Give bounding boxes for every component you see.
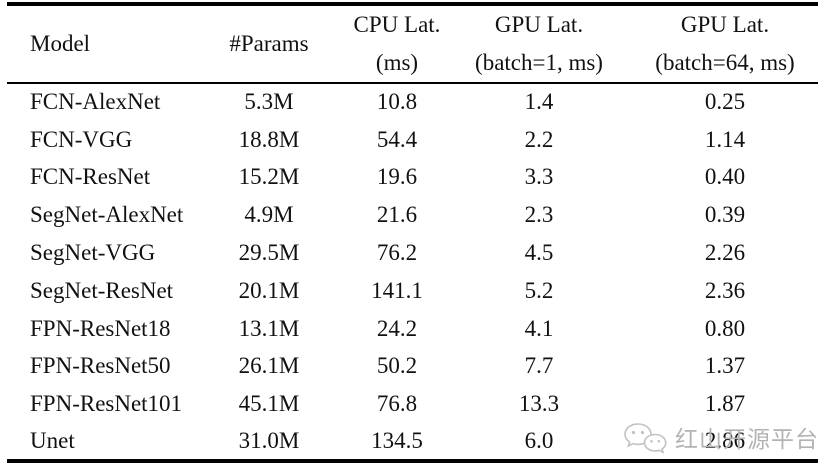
cell-cpu-lat: 50.2	[376, 353, 418, 379]
cell-params: 31.0M	[238, 428, 300, 454]
table-row: SegNet-VGG 29.5M 76.2 4.5 2.26	[7, 234, 818, 272]
cell-model: FPN-ResNet50	[30, 353, 171, 379]
cell-model: Unet	[30, 428, 75, 454]
latency-table: Model #Params CPU Lat. (ms) GPU Lat. (ba…	[7, 2, 818, 463]
cell-cpu-lat: 10.8	[376, 89, 418, 115]
col-header-label: #Params	[229, 31, 309, 56]
cell-gpu-lat-b64: 2.86	[704, 428, 746, 454]
cell-params: 26.1M	[238, 353, 300, 379]
table-header: Model #Params CPU Lat. (ms) GPU Lat. (ba…	[7, 4, 818, 83]
cell-gpu-lat-b1: 2.2	[524, 126, 554, 152]
cell-params: 18.8M	[238, 126, 300, 152]
cell-gpu-lat-b1: 2.3	[524, 202, 554, 228]
cell-gpu-lat-b1: 6.0	[524, 428, 554, 454]
cell-gpu-lat-b1: 1.4	[524, 89, 554, 115]
cell-cpu-lat: 54.4	[376, 126, 418, 152]
table-body: FCN-AlexNet 5.3M 10.8 1.4 0.25 FCN-VGG 1…	[7, 83, 818, 461]
cell-params: 13.1M	[238, 315, 300, 341]
cell-cpu-lat: 21.6	[376, 202, 418, 228]
cell-gpu-lat-b1: 5.2	[524, 277, 554, 303]
col-header-params: #Params	[214, 4, 324, 83]
cell-gpu-lat-b1: 4.5	[524, 240, 554, 266]
cell-gpu-lat-b64: 1.37	[704, 353, 746, 379]
cell-model: FCN-ResNet	[30, 164, 151, 190]
cell-params: 5.3M	[244, 89, 294, 115]
cell-cpu-lat: 76.8	[376, 391, 418, 417]
cell-params: 20.1M	[238, 277, 300, 303]
table-row: FPN-ResNet18 13.1M 24.2 4.1 0.80	[7, 310, 818, 348]
cell-gpu-lat-b64: 0.25	[704, 89, 746, 115]
cell-model: FCN-AlexNet	[30, 89, 161, 115]
table-row: FCN-ResNet 15.2M 19.6 3.3 0.40	[7, 159, 818, 197]
cell-model: FPN-ResNet18	[30, 315, 171, 341]
table-row: FCN-VGG 18.8M 54.4 2.2 1.14	[7, 121, 818, 159]
cell-model: SegNet-ResNet	[30, 277, 174, 303]
col-header-cpu-lat: CPU Lat. (ms)	[324, 4, 470, 83]
cell-gpu-lat-b64: 0.40	[704, 164, 746, 190]
cell-model: SegNet-AlexNet	[30, 202, 184, 228]
cell-model: SegNet-VGG	[30, 240, 156, 266]
table-row: SegNet-AlexNet 4.9M 21.6 2.3 0.39	[7, 196, 818, 234]
cell-gpu-lat-b64: 1.87	[704, 391, 746, 417]
table-row: Unet 31.0M 134.5 6.0 2.86	[7, 423, 818, 461]
cell-cpu-lat: 134.5	[371, 428, 423, 454]
col-header-sublabel: (batch=1, ms)	[475, 50, 603, 75]
cell-gpu-lat-b64: 2.36	[704, 277, 746, 303]
cell-gpu-lat-b1: 7.7	[524, 353, 554, 379]
cell-cpu-lat: 76.2	[376, 240, 418, 266]
cell-cpu-lat: 24.2	[376, 315, 418, 341]
col-header-model: Model	[7, 4, 214, 83]
cell-params: 29.5M	[238, 240, 300, 266]
table-row: FPN-ResNet50 26.1M 50.2 7.7 1.37	[7, 348, 818, 386]
table-row: FPN-ResNet101 45.1M 76.8 13.3 1.87	[7, 385, 818, 423]
header-row: Model #Params CPU Lat. (ms) GPU Lat. (ba…	[7, 4, 818, 83]
cell-gpu-lat-b1: 4.1	[524, 315, 554, 341]
cell-cpu-lat: 141.1	[371, 277, 423, 303]
col-header-sublabel: (ms)	[375, 50, 419, 75]
col-header-label: GPU Lat.	[494, 12, 584, 37]
table-row: FCN-AlexNet 5.3M 10.8 1.4 0.25	[7, 83, 818, 121]
cell-cpu-lat: 19.6	[376, 164, 418, 190]
cell-model: FPN-ResNet101	[30, 391, 183, 417]
cell-gpu-lat-b64: 1.14	[704, 126, 746, 152]
cell-params: 4.9M	[244, 202, 294, 228]
cell-gpu-lat-b1: 13.3	[518, 391, 560, 417]
cell-gpu-lat-b64: 0.39	[704, 202, 746, 228]
col-header-label: Model	[30, 31, 91, 56]
col-header-label: GPU Lat.	[680, 12, 770, 37]
table-row: SegNet-ResNet 20.1M 141.1 5.2 2.36	[7, 272, 818, 310]
cell-params: 45.1M	[238, 391, 300, 417]
cell-gpu-lat-b64: 2.26	[704, 240, 746, 266]
col-header-label: CPU Lat.	[353, 12, 441, 37]
cell-params: 15.2M	[238, 164, 300, 190]
col-header-sublabel: (batch=64, ms)	[655, 50, 795, 75]
cell-gpu-lat-b64: 0.80	[704, 315, 746, 341]
col-header-gpu-lat-b64: GPU Lat. (batch=64, ms)	[608, 4, 818, 83]
cell-model: FCN-VGG	[30, 126, 133, 152]
col-header-gpu-lat-b1: GPU Lat. (batch=1, ms)	[470, 4, 608, 83]
cell-gpu-lat-b1: 3.3	[524, 164, 554, 190]
